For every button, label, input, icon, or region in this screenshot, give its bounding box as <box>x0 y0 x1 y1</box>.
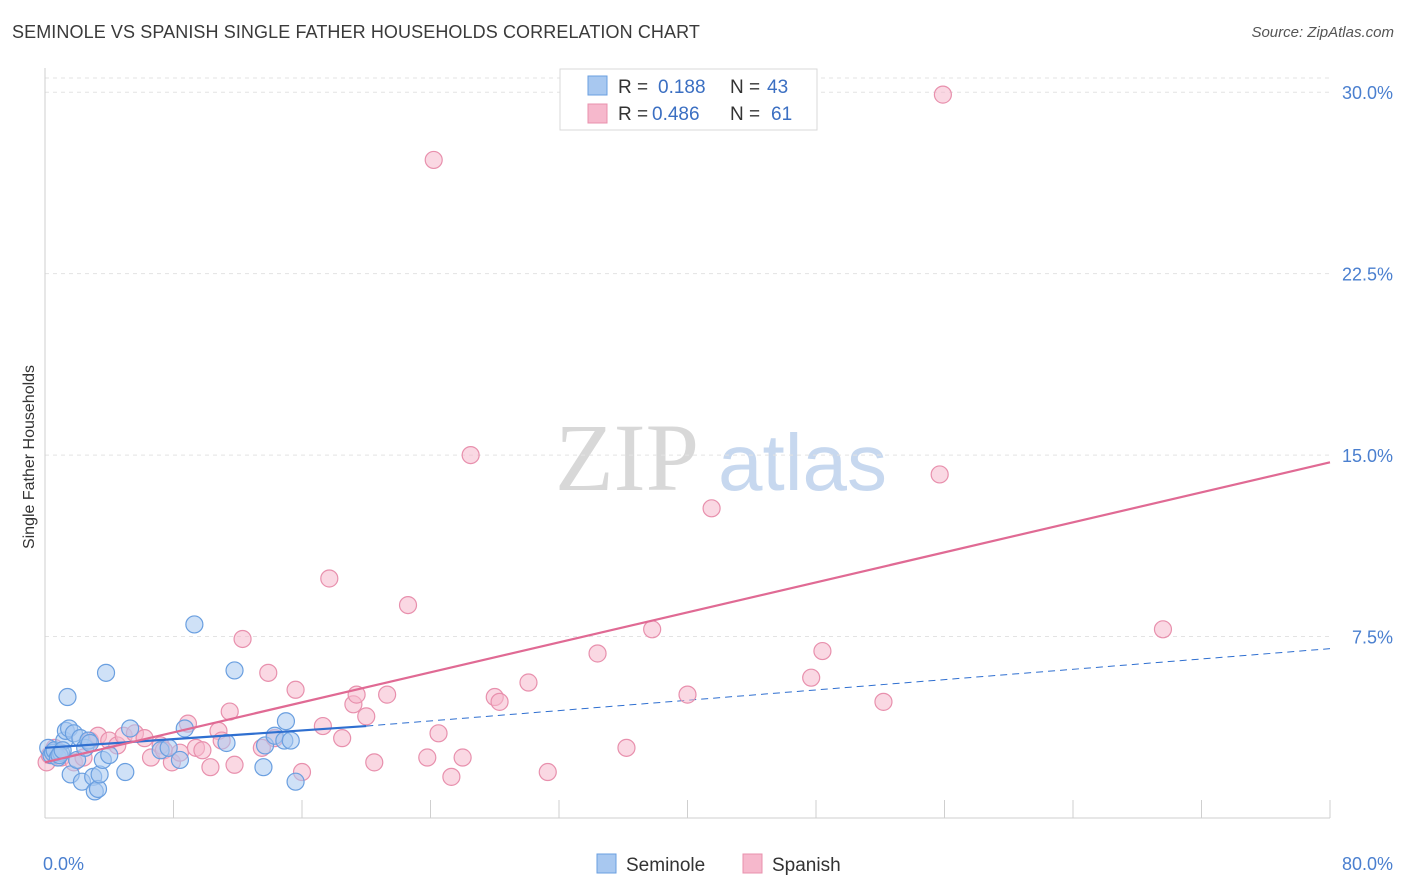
legend-r-value-seminole: 0.188 <box>658 77 706 98</box>
spanish-point <box>429 724 448 743</box>
chart-title: SEMINOLE VS SPANISH SINGLE FATHER HOUSEH… <box>12 22 701 42</box>
seminole-point <box>170 750 190 770</box>
bottom-legend: Seminole Spanish <box>596 853 841 876</box>
tick-labels: 7.5% 15.0% 22.5% 30.0% 0.0% 80.0% <box>43 83 1393 874</box>
seminole-point <box>121 719 140 738</box>
legend-n-value-seminole: 43 <box>767 77 788 98</box>
spanish-point <box>538 762 557 782</box>
spanish-point <box>320 569 339 588</box>
legend-r-label-spanish: R = <box>618 104 648 125</box>
y-tick-label: 7.5% <box>1352 628 1393 648</box>
spanish-point <box>424 150 443 170</box>
spanish-trend-line <box>44 461 1331 764</box>
spanish-point <box>930 465 949 484</box>
spanish-point <box>225 755 244 774</box>
seminole-trend-extension <box>366 648 1331 727</box>
spanish-point <box>365 753 384 772</box>
spanish-point <box>259 663 278 682</box>
source-label: Source: ZipAtlas.com <box>1251 24 1394 41</box>
spanish-point <box>357 707 376 726</box>
bottom-legend-seminole: Seminole <box>626 855 705 876</box>
seminole-trend-line <box>44 724 367 749</box>
spanish-point <box>519 673 538 692</box>
spanish-point <box>418 748 437 767</box>
seminole-point <box>96 663 116 682</box>
y-tick-label: 15.0% <box>1342 446 1393 466</box>
spanish-point <box>453 748 472 767</box>
watermark-atlas: atlas <box>718 418 887 507</box>
spanish-point <box>802 668 821 687</box>
spanish-point <box>490 692 509 711</box>
seminole-point <box>281 731 300 750</box>
top-legend: R = 0.188 N = 43 R = 0.486 N = 61 <box>559 68 818 131</box>
seminole-point <box>116 762 135 782</box>
seminole-point <box>276 712 296 731</box>
seminole-point <box>80 733 100 753</box>
legend-n-value-spanish: 61 <box>771 104 792 125</box>
legend-r-value-spanish: 0.486 <box>652 104 700 125</box>
spanish-point <box>398 595 418 615</box>
x-tick-label-min: 0.0% <box>43 854 84 874</box>
spanish-point <box>193 741 212 760</box>
legend-n-label-spanish: N = <box>730 104 760 125</box>
legend-n-label-seminole: N = <box>730 77 760 98</box>
legend-r-label-seminole: R = <box>618 77 648 98</box>
seminole-point <box>58 687 77 707</box>
spanish-point <box>643 620 662 639</box>
axes <box>44 68 1331 819</box>
bottom-legend-spanish: Spanish <box>772 855 841 876</box>
spanish-point <box>333 729 352 748</box>
spanish-point <box>874 692 893 711</box>
spanish-point <box>617 738 636 757</box>
seminole-point <box>254 758 273 777</box>
trend-lines-dashed <box>366 648 1331 727</box>
seminole-point <box>217 733 236 753</box>
y-tick-label: 22.5% <box>1342 265 1393 285</box>
spanish-point <box>678 685 697 704</box>
data-points <box>37 85 1173 801</box>
spanish-point <box>233 629 252 649</box>
x-tick-label-max: 80.0% <box>1342 854 1393 874</box>
grid-lines <box>45 77 1330 638</box>
spanish-point <box>313 716 332 736</box>
y-tick-label: 30.0% <box>1342 83 1393 103</box>
spanish-point <box>588 644 607 663</box>
spanish-point <box>442 767 461 786</box>
seminole-point <box>225 661 244 680</box>
spanish-point <box>813 641 832 661</box>
spanish-point <box>933 85 952 104</box>
spanish-point <box>702 499 721 518</box>
legend-swatch-spanish <box>587 103 608 124</box>
trend-lines <box>44 461 1331 764</box>
seminole-point <box>185 615 204 634</box>
spanish-point <box>378 685 397 704</box>
bottom-legend-swatch-spanish <box>742 853 763 874</box>
spanish-point <box>286 680 305 699</box>
seminole-point <box>286 772 305 791</box>
watermark-zip: ZIP <box>555 404 699 511</box>
bottom-legend-swatch-seminole <box>596 853 617 874</box>
legend-swatch-seminole <box>587 75 608 96</box>
spanish-point <box>1153 620 1173 639</box>
y-axis-label: Single Father Households <box>21 365 38 549</box>
spanish-point <box>201 758 220 777</box>
spanish-point <box>461 445 480 465</box>
